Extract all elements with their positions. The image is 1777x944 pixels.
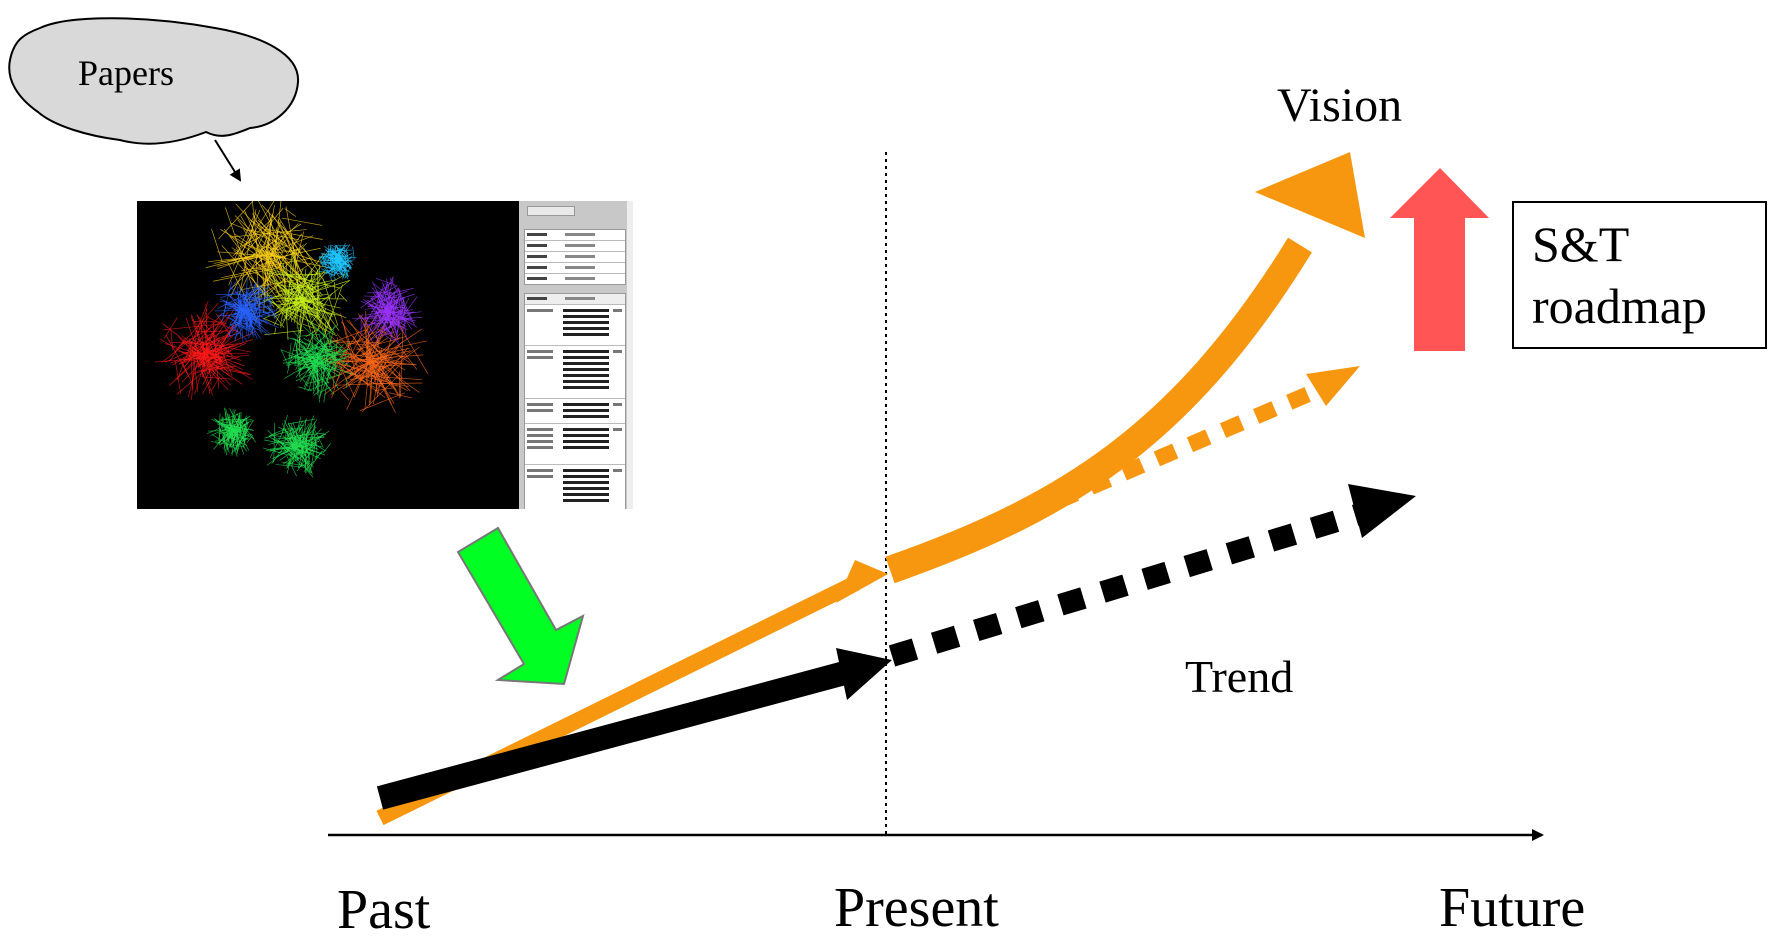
black-past-line: [376, 659, 856, 810]
vision-curve: [885, 237, 1312, 584]
stats-table: [524, 229, 626, 285]
roadmap-box: S&T roadmap: [1512, 201, 1767, 349]
red-up-arrow: [1390, 168, 1489, 351]
network-cluster: [207, 407, 257, 457]
network-cluster: [262, 414, 332, 478]
network-cluster: [280, 320, 354, 403]
network-cluster: [214, 276, 279, 343]
papers-pointer-arrow: [214, 139, 242, 182]
black-past-arrowhead: [836, 648, 892, 700]
papers-cloud-shape: [8, 17, 300, 145]
orange-dotted-arrowhead: [1306, 366, 1360, 406]
black-dotted-arrowhead: [1348, 484, 1416, 538]
roadmap-label-line2: roadmap: [1532, 278, 1707, 334]
network-cluster: [352, 276, 423, 345]
green-down-arrow: [456, 526, 585, 686]
network-info-panel: [519, 201, 633, 509]
roadmap-label: S&T roadmap: [1532, 213, 1707, 337]
past-label: Past: [337, 879, 431, 941]
roadmap-label-line1: S&T: [1532, 216, 1630, 272]
citation-network-screenshot: [137, 201, 633, 509]
present-label: Present: [834, 877, 999, 939]
network-visualization: [154, 201, 429, 478]
network-cluster: [318, 243, 357, 282]
vision-arrowhead: [1255, 152, 1365, 238]
black-dotted-line: [888, 503, 1364, 667]
network-cluster: [258, 247, 351, 350]
network-cluster: [312, 303, 429, 413]
future-label: Future: [1439, 877, 1586, 939]
panel-dropdown: [527, 206, 575, 216]
panel-scrollbar: [627, 201, 633, 509]
orange-past-arrowhead-fill: [836, 560, 888, 603]
papers-label: Papers: [78, 53, 174, 93]
vision-label: Vision: [1277, 79, 1403, 132]
papers-table: [524, 293, 626, 509]
orange-dotted-line: [888, 382, 1322, 580]
trend-label: Trend: [1185, 651, 1294, 702]
